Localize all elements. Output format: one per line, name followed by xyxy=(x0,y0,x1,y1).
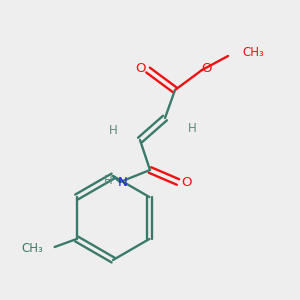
Text: CH₃: CH₃ xyxy=(242,46,264,59)
Text: CH₃: CH₃ xyxy=(21,242,43,256)
Text: O: O xyxy=(201,61,211,74)
Text: H: H xyxy=(109,124,117,136)
Text: H: H xyxy=(103,173,112,187)
Text: H: H xyxy=(188,122,196,134)
Text: N: N xyxy=(118,176,128,190)
Text: O: O xyxy=(135,61,145,74)
Text: O: O xyxy=(181,176,191,190)
